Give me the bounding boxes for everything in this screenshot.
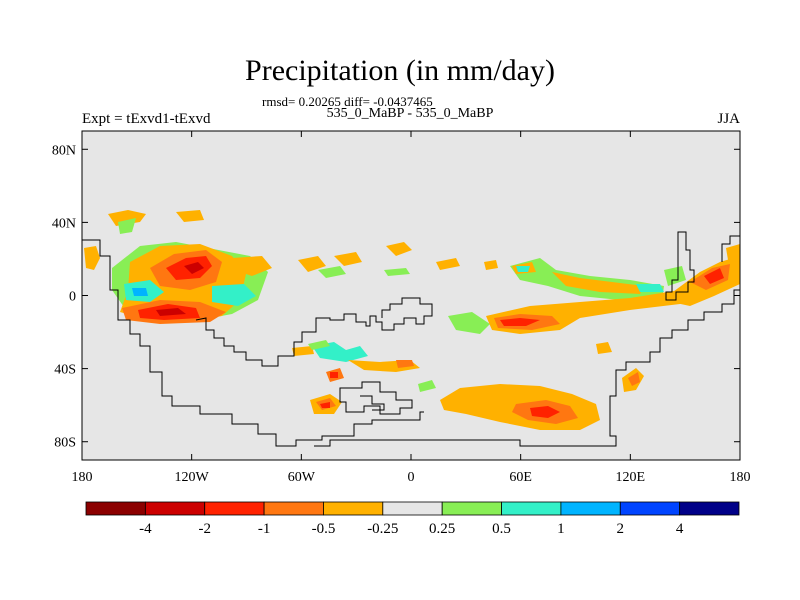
contour-fills bbox=[84, 210, 740, 430]
anomaly-patch bbox=[312, 342, 368, 362]
anomaly-patch bbox=[704, 268, 724, 284]
y-tick-label: 0 bbox=[69, 290, 76, 305]
anomaly-patch bbox=[292, 346, 314, 356]
colorbar-label: -4 bbox=[139, 521, 152, 537]
x-tick-label: 60W bbox=[288, 470, 316, 485]
coastline-far-east bbox=[665, 231, 695, 301]
anomaly-patch bbox=[396, 360, 414, 368]
y-tick-label: 80S bbox=[54, 436, 76, 451]
colorbar-label: 2 bbox=[617, 521, 625, 537]
colorbar-swatch bbox=[323, 501, 384, 516]
experiment-label: Expt = tExvd1-tExvd bbox=[82, 111, 211, 127]
y-tick-label: 40N bbox=[52, 216, 76, 231]
y-axis: 80N 40N 0 40S 80S bbox=[52, 143, 740, 451]
colorbar: -4 -2 -1 -0.5 -0.25 0.25 0.5 1 2 4 bbox=[85, 501, 740, 537]
colorbar-swatch bbox=[382, 501, 443, 516]
coastline-west bbox=[82, 239, 424, 447]
anomaly-patch bbox=[334, 252, 362, 266]
season-label: JJA bbox=[717, 111, 740, 127]
colorbar-swatch bbox=[441, 501, 502, 516]
stats-text: rmsd= 0.20265 diff= -0.0437465 bbox=[262, 94, 433, 109]
anomaly-patch bbox=[636, 284, 664, 292]
anomaly-patch bbox=[628, 372, 640, 386]
x-tick-label: 60E bbox=[509, 470, 532, 485]
anomaly-patch bbox=[118, 218, 136, 234]
anomaly-patch bbox=[384, 268, 410, 276]
x-tick-label: 180 bbox=[730, 470, 751, 485]
coastline-northeast bbox=[721, 235, 740, 262]
anomaly-patch bbox=[726, 244, 740, 262]
anomaly-patch bbox=[212, 284, 256, 306]
anomaly-patch bbox=[484, 260, 498, 270]
anomaly-patch bbox=[108, 210, 146, 226]
coastline-south-basin bbox=[339, 381, 413, 415]
colorbar-swatch bbox=[204, 501, 265, 516]
anomaly-patch bbox=[132, 288, 148, 296]
x-tick-label: 180 bbox=[72, 470, 93, 485]
x-tick-label: 120E bbox=[616, 470, 646, 485]
anomaly-patch bbox=[448, 312, 490, 334]
anomaly-patch bbox=[516, 266, 530, 272]
anomaly-patch bbox=[552, 272, 644, 294]
anomaly-patch bbox=[318, 266, 346, 278]
coastline-east bbox=[314, 289, 740, 447]
anomaly-patch bbox=[84, 246, 100, 270]
colorbar-label: -0.25 bbox=[367, 521, 398, 537]
anomaly-patch bbox=[298, 256, 326, 272]
x-tick-label: 120W bbox=[175, 470, 210, 485]
anomaly-patch bbox=[386, 242, 412, 256]
colorbar-label: 0.5 bbox=[492, 521, 511, 537]
colorbar-swatch bbox=[560, 501, 621, 516]
colorbar-label: 0.25 bbox=[429, 521, 455, 537]
anomaly-patch bbox=[436, 258, 460, 270]
anomaly-patch bbox=[232, 256, 272, 276]
anomaly-patch bbox=[320, 402, 330, 408]
anomaly-patch bbox=[596, 342, 612, 354]
coastline-inner-box bbox=[360, 395, 385, 411]
anomaly-patch bbox=[308, 340, 330, 350]
chart-subtitle: 535_0_MaBP - 535_0_MaBP bbox=[326, 106, 494, 121]
anomaly-patch bbox=[664, 266, 686, 286]
x-tick-label: 0 bbox=[408, 470, 415, 485]
colorbar-swatch bbox=[263, 501, 324, 516]
colorbar-swatch bbox=[144, 501, 206, 516]
anomaly-patch bbox=[184, 262, 204, 274]
colorbar-label: -2 bbox=[198, 521, 211, 537]
colorbar-swatch bbox=[679, 501, 740, 516]
colorbar-label: 1 bbox=[557, 521, 565, 537]
colorbar-swatch bbox=[501, 501, 562, 516]
coastline-africa bbox=[195, 297, 433, 367]
x-axis: 180 120W 60W 0 60E 120E 180 bbox=[72, 131, 751, 485]
chart-title: Precipitation (in mm/day) bbox=[245, 54, 555, 87]
colorbar-label: 4 bbox=[676, 521, 684, 537]
anomaly-patch bbox=[500, 318, 540, 326]
anomaly-patch bbox=[330, 372, 338, 378]
y-tick-label: 80N bbox=[52, 143, 76, 158]
colorbar-label: -0.5 bbox=[312, 521, 336, 537]
anomaly-patch bbox=[156, 308, 186, 316]
colorbar-label: -1 bbox=[258, 521, 271, 537]
colorbar-swatch bbox=[85, 501, 146, 516]
anomaly-patch bbox=[530, 406, 560, 418]
anomaly-patch bbox=[418, 380, 436, 392]
y-tick-label: 40S bbox=[54, 363, 76, 378]
coastlines bbox=[82, 231, 740, 447]
colorbar-swatch bbox=[619, 501, 681, 516]
anomaly-patch bbox=[176, 210, 204, 222]
